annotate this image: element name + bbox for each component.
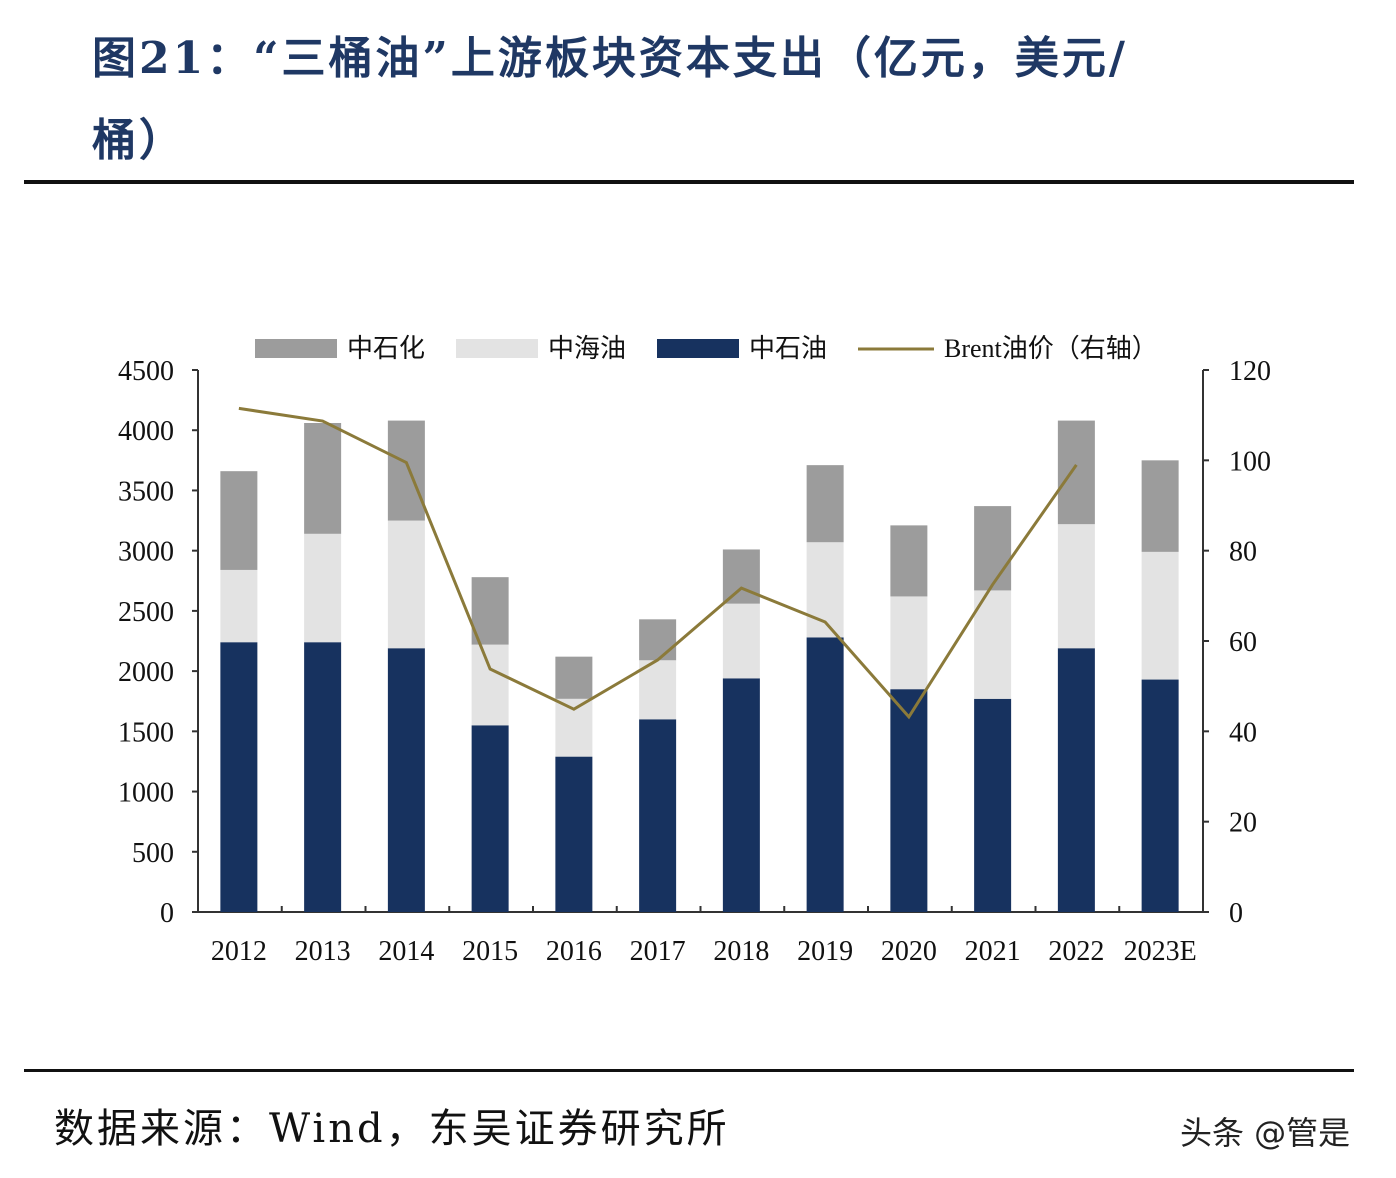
watermark: 头条 @管是 — [1180, 1114, 1351, 1152]
y2-tick-label: 120 — [1229, 356, 1271, 387]
bar-中海油 — [639, 660, 677, 720]
y-tick-label: 0 — [160, 898, 174, 929]
y-tick-label: 3000 — [118, 537, 174, 568]
bar-中石化 — [890, 525, 928, 597]
bar-中石化 — [1141, 460, 1179, 552]
legend-swatch — [657, 339, 739, 358]
bar-中石油 — [1057, 648, 1095, 912]
x-tick-label: 2018 — [713, 936, 769, 967]
bar-中石化 — [220, 471, 258, 570]
x-tick-label: 2013 — [295, 936, 351, 967]
bar-中石油 — [806, 637, 844, 912]
bar-中海油 — [974, 590, 1012, 699]
bar-中石油 — [974, 698, 1012, 912]
bar-中石化 — [806, 465, 844, 543]
bar-中石油 — [722, 678, 760, 912]
bar-中石油 — [890, 689, 928, 912]
y2-tick-label: 0 — [1229, 898, 1243, 929]
y2-tick-label: 40 — [1229, 717, 1257, 748]
x-tick-label: 2014 — [378, 936, 434, 967]
y-tick-label: 3500 — [118, 476, 174, 507]
legend-label: 中石油 — [749, 334, 827, 363]
y-tick-label: 4500 — [118, 356, 174, 387]
bar-中石油 — [1141, 679, 1179, 912]
y2-tick-label: 100 — [1229, 446, 1271, 477]
legend-label: Brent油价（右轴） — [944, 334, 1158, 363]
bar-中海油 — [220, 569, 258, 643]
bar-中石化 — [555, 656, 593, 699]
bar-中海油 — [1057, 524, 1095, 649]
x-tick-label: 2023E — [1124, 936, 1197, 967]
bar-中石化 — [722, 549, 760, 604]
y2-tick-label: 20 — [1229, 808, 1257, 839]
bottom-divider — [24, 1069, 1354, 1072]
x-tick-label: 2016 — [546, 936, 602, 967]
x-tick-label: 2022 — [1048, 936, 1104, 967]
bar-中石油 — [471, 725, 509, 912]
legend-swatch — [255, 339, 337, 358]
y-tick-label: 2500 — [118, 597, 174, 628]
x-tick-label: 2012 — [211, 936, 267, 967]
bar-中石化 — [387, 420, 425, 521]
legend-label: 中海油 — [548, 334, 626, 363]
bar-中石化 — [471, 577, 509, 645]
bar-中海油 — [722, 603, 760, 679]
legend-label: 中石化 — [347, 334, 425, 363]
legend-swatch — [456, 339, 538, 358]
bar-中海油 — [304, 533, 342, 643]
top-divider — [24, 180, 1354, 184]
chart: 0 500 1000 1500 2000 2500 3000 3500 4000 4500 0 20 4… — [118, 334, 1271, 967]
bar-中石油 — [220, 642, 258, 912]
chart-title: 图21：“三桶油”上游板块资本支出（亿元，美元/ 桶） — [92, 18, 1128, 182]
title-line-1: 图21：“三桶油”上游板块资本支出（亿元，美元/ — [92, 33, 1128, 84]
x-tick-label: 2019 — [797, 936, 853, 967]
y-tick-label: 1500 — [118, 717, 174, 748]
x-tick-label: 2020 — [881, 936, 937, 967]
brent-line — [238, 406, 1078, 720]
y-tick-label: 2000 — [118, 657, 174, 688]
bar-中石油 — [639, 719, 677, 912]
y-tick-label: 500 — [132, 838, 174, 869]
bar-中石油 — [387, 648, 425, 912]
bar-中海油 — [387, 520, 425, 649]
bar-中海油 — [471, 644, 509, 726]
bar-中海油 — [1141, 551, 1179, 680]
y-tick-label: 4000 — [118, 416, 174, 447]
x-tick-label: 2017 — [630, 936, 686, 967]
source-note: 数据来源：Wind，东吴证券研究所 — [54, 1106, 730, 1152]
y2-tick-label: 80 — [1229, 537, 1257, 568]
y2-tick-label: 60 — [1229, 627, 1257, 658]
bar-中海油 — [890, 596, 928, 690]
bar-中石化 — [639, 619, 677, 661]
bar-中石化 — [1057, 420, 1095, 525]
bar-中石油 — [304, 642, 342, 912]
x-tick-label: 2021 — [965, 936, 1021, 967]
bar-中石油 — [555, 756, 593, 912]
bar-中石化 — [304, 422, 342, 534]
title-line-2: 桶） — [92, 115, 186, 166]
y-tick-label: 1000 — [118, 778, 174, 809]
bar-中石化 — [974, 506, 1012, 591]
x-tick-label: 2015 — [462, 936, 518, 967]
